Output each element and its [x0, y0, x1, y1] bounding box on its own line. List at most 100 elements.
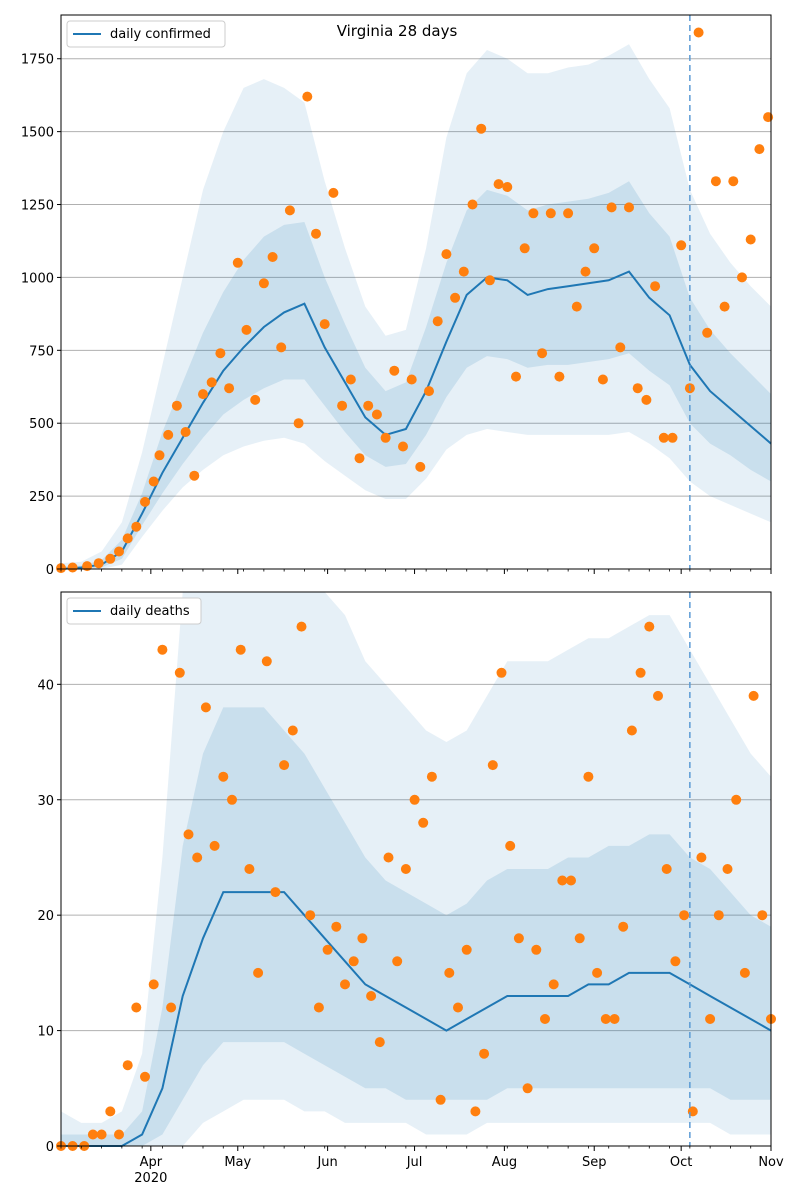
data-point: [426, 771, 437, 782]
y-tick-label: 250: [29, 490, 54, 505]
data-point: [131, 521, 142, 532]
data-point: [676, 240, 687, 251]
data-point: [548, 979, 559, 990]
confirmed-plot-border: [60, 14, 772, 570]
data-point: [232, 257, 243, 268]
data-point: [389, 365, 400, 376]
data-point: [174, 667, 185, 678]
data-point: [366, 991, 377, 1001]
data-point: [476, 123, 487, 134]
data-point: [435, 1094, 446, 1105]
data-point: [105, 1106, 116, 1117]
uncertainty-band: [61, 592, 771, 1146]
data-point: [693, 27, 704, 38]
data-point: [331, 921, 342, 932]
y-tick-label: 1750: [21, 53, 54, 68]
confirmed-observed-points: [56, 27, 774, 574]
data-point: [418, 817, 429, 828]
data-point: [241, 324, 252, 335]
data-point: [745, 234, 756, 245]
data-point: [635, 667, 646, 678]
data-point: [432, 316, 443, 327]
y-tick-label: 750: [29, 344, 54, 359]
data-point: [632, 383, 643, 394]
data-point: [276, 342, 287, 353]
data-point: [319, 319, 330, 330]
confirmed-plot-frame: [61, 15, 771, 569]
data-point: [583, 771, 594, 782]
data-point: [737, 272, 747, 283]
data-point: [670, 956, 681, 967]
y-tick-label: 500: [29, 417, 54, 432]
data-point: [131, 1002, 142, 1013]
data-point: [374, 1037, 385, 1048]
data-point: [198, 389, 208, 400]
data-point: [148, 979, 159, 990]
uncertainty-band: [61, 44, 771, 569]
data-point: [728, 176, 739, 187]
data-point: [528, 208, 539, 219]
data-point: [496, 667, 507, 678]
data-point: [574, 933, 585, 944]
y-tick-label: 0: [46, 563, 54, 578]
confirmed-x-ticks: [60, 569, 772, 574]
y-tick-label: 1500: [21, 126, 54, 141]
data-point: [180, 427, 191, 437]
deaths-uncertainty-bands: [61, 592, 771, 1146]
data-point: [505, 840, 516, 851]
x-tick-label: May: [224, 1155, 251, 1170]
data-point: [571, 301, 582, 312]
data-point: [380, 432, 391, 443]
data-point: [96, 1129, 107, 1140]
x-tick-label: Oct: [670, 1155, 692, 1170]
data-point: [409, 794, 420, 805]
data-point: [392, 956, 403, 967]
data-point: [705, 1014, 716, 1024]
data-point: [661, 864, 672, 874]
data-point: [302, 91, 313, 102]
data-point: [293, 418, 304, 429]
confirmed-uncertainty-bands: [61, 44, 771, 569]
data-point: [719, 301, 730, 312]
deaths-plot-border: [60, 591, 772, 1147]
data-point: [710, 176, 721, 187]
data-point: [311, 228, 321, 239]
x-tick-label: Sep: [582, 1155, 607, 1170]
data-point: [597, 374, 608, 385]
uncertainty-band: [61, 707, 771, 1146]
deaths-line-series: [61, 891, 772, 1147]
data-point: [415, 461, 426, 472]
data-point: [580, 266, 591, 277]
data-point: [235, 644, 246, 655]
x-tick-label: Jul: [406, 1155, 423, 1170]
x-tick-year-label: 2020: [134, 1171, 167, 1186]
data-point: [540, 1014, 550, 1024]
data-point: [537, 348, 548, 359]
x-tick-label: Nov: [758, 1155, 784, 1170]
data-point: [424, 386, 434, 397]
data-point: [450, 292, 461, 303]
data-point: [757, 910, 768, 921]
data-point: [519, 243, 530, 254]
confirmed-gridlines: [61, 58, 771, 497]
data-point: [731, 794, 742, 805]
data-point: [163, 429, 174, 440]
confirmed-legend: daily confirmed: [66, 20, 226, 48]
data-point: [206, 377, 217, 388]
y-tick-label: 20: [37, 909, 54, 924]
data-point: [357, 933, 368, 944]
confirmed-legend-box: [66, 20, 226, 48]
data-point: [322, 944, 333, 955]
confirmed-line-series: [60, 270, 772, 570]
data-point: [641, 394, 652, 405]
y-tick-label: 1250: [21, 199, 54, 214]
data-point: [554, 371, 565, 382]
data-point: [624, 202, 634, 213]
data-point: [224, 383, 235, 394]
data-point: [189, 470, 200, 481]
series-line: [60, 270, 772, 570]
data-point: [284, 205, 295, 216]
data-point: [484, 275, 495, 286]
data-point: [754, 144, 765, 155]
data-point: [140, 1071, 150, 1082]
